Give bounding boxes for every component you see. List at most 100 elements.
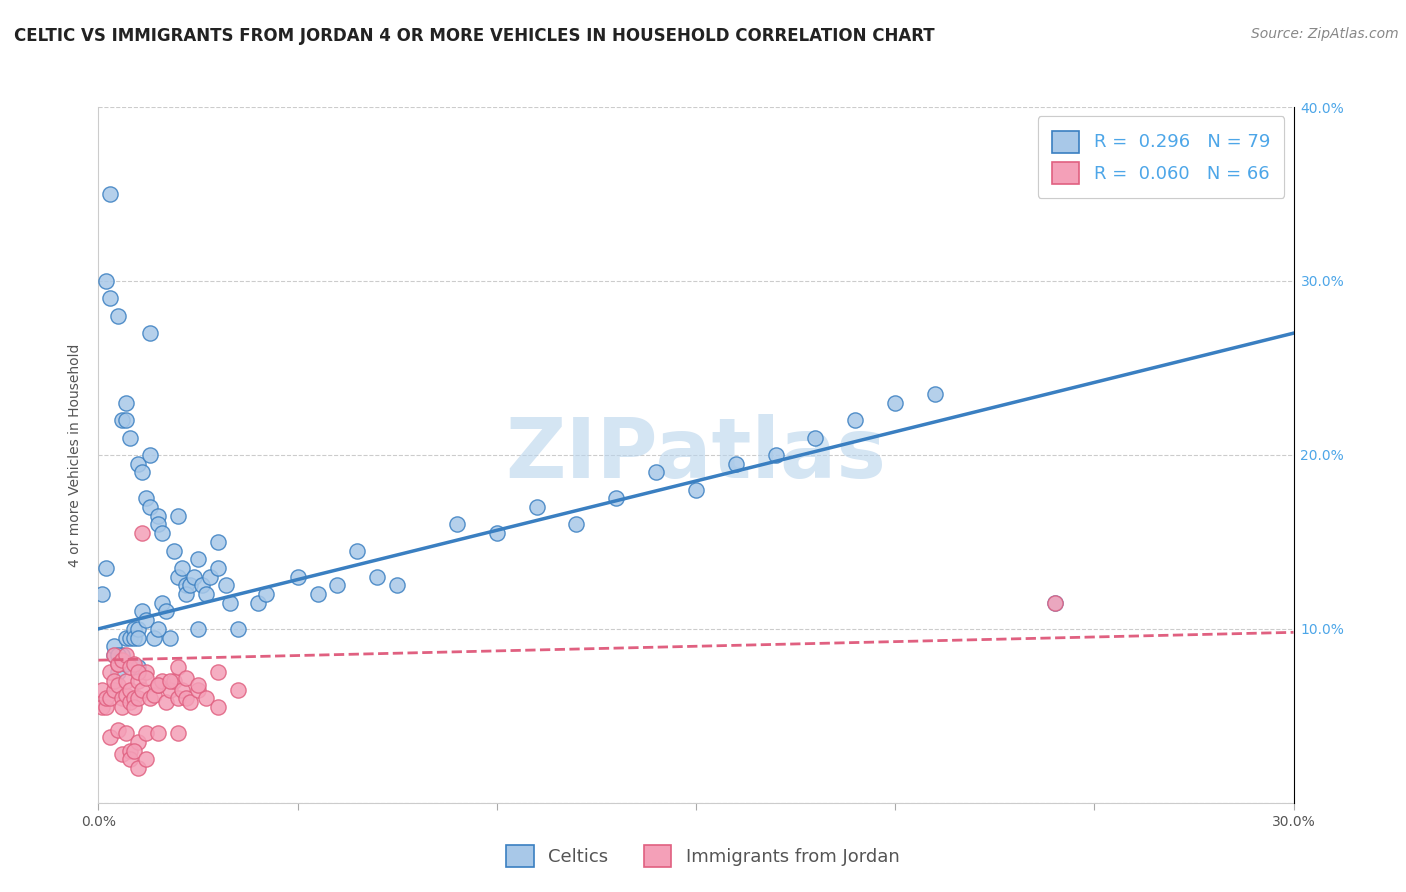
Point [924, 387, 946, 401]
Point [127, 674, 149, 689]
Point [179, 695, 201, 709]
Point [127, 631, 149, 645]
Point [131, 526, 153, 541]
Point [148, 508, 170, 523]
Point [98, 187, 122, 202]
Point [91, 587, 114, 601]
Point [120, 430, 142, 444]
Point [107, 723, 129, 737]
Point [115, 657, 138, 671]
Point [174, 587, 197, 601]
Point [685, 483, 707, 497]
Point [107, 657, 129, 671]
Point [645, 466, 668, 480]
Point [135, 491, 157, 506]
Point [115, 395, 138, 409]
Point [195, 587, 218, 601]
Point [107, 309, 129, 323]
Point [135, 613, 157, 627]
Point [98, 691, 122, 706]
Point [96, 274, 118, 288]
Point [96, 561, 118, 575]
Point [127, 457, 149, 471]
Point [135, 665, 157, 680]
Point [191, 578, 214, 592]
Point [124, 700, 146, 714]
Legend: Celtics, Immigrants from Jordan: Celtics, Immigrants from Jordan [499, 838, 907, 874]
Point [111, 648, 134, 662]
Point [207, 534, 229, 549]
Point [167, 660, 190, 674]
Point [155, 605, 177, 619]
Point [103, 648, 125, 662]
Point [96, 700, 118, 714]
Point [131, 466, 153, 480]
Point [155, 695, 177, 709]
Point [120, 682, 142, 697]
Point [135, 726, 157, 740]
Point [111, 700, 134, 714]
Point [120, 752, 142, 766]
Point [1043, 596, 1066, 610]
Point [148, 677, 170, 691]
Point [287, 570, 309, 584]
Point [159, 631, 181, 645]
Point [115, 674, 138, 689]
Point [485, 526, 508, 541]
Text: Source: ZipAtlas.com: Source: ZipAtlas.com [1251, 27, 1399, 41]
Point [139, 500, 162, 514]
Point [139, 691, 162, 706]
Point [143, 631, 166, 645]
Point [172, 682, 194, 697]
Point [124, 631, 146, 645]
Y-axis label: 4 or more Vehicles in Household: 4 or more Vehicles in Household [69, 343, 83, 566]
Point [346, 543, 368, 558]
Text: CELTIC VS IMMIGRANTS FROM JORDAN 4 OR MORE VEHICLES IN HOUSEHOLD CORRELATION CHA: CELTIC VS IMMIGRANTS FROM JORDAN 4 OR MO… [14, 27, 935, 45]
Point [246, 596, 269, 610]
Point [215, 578, 238, 592]
Point [124, 691, 146, 706]
Point [724, 457, 747, 471]
Point [219, 596, 242, 610]
Point [111, 413, 134, 427]
Point [163, 543, 186, 558]
Point [183, 570, 205, 584]
Point [148, 677, 170, 691]
Point [159, 682, 181, 697]
Point [127, 622, 149, 636]
Point [174, 578, 197, 592]
Point [98, 291, 122, 305]
Point [167, 691, 190, 706]
Point [167, 726, 190, 740]
Point [131, 605, 153, 619]
Point [111, 653, 134, 667]
Point [226, 622, 249, 636]
Point [127, 735, 149, 749]
Point [91, 700, 114, 714]
Point [150, 674, 173, 689]
Point [107, 677, 129, 691]
Point [103, 674, 125, 689]
Point [366, 570, 388, 584]
Point [150, 526, 173, 541]
Point [254, 587, 277, 601]
Point [148, 726, 170, 740]
Point [844, 413, 866, 427]
Point [143, 688, 166, 702]
Point [207, 561, 229, 575]
Point [98, 730, 122, 744]
Point [139, 448, 162, 462]
Point [167, 508, 190, 523]
Point [187, 677, 209, 691]
Point [124, 622, 146, 636]
Point [187, 552, 209, 566]
Point [120, 695, 142, 709]
Point [163, 674, 186, 689]
Point [446, 517, 468, 532]
Point [115, 413, 138, 427]
Point [226, 682, 249, 697]
Point [326, 578, 349, 592]
Point [307, 587, 329, 601]
Point [103, 682, 125, 697]
Point [172, 561, 194, 575]
